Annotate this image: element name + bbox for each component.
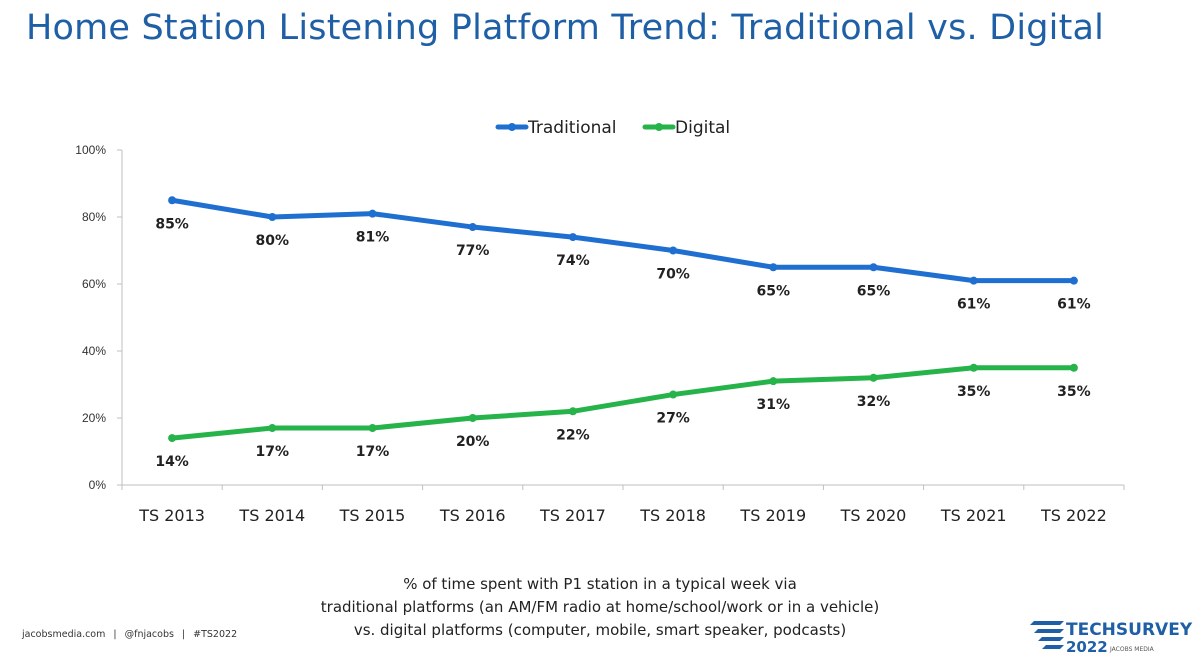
- chart-title: Home Station Listening Platform Trend: T…: [26, 8, 1105, 48]
- techsurvey-logo: TECHSURVEY 2022 JACOBS MEDIA: [1030, 620, 1193, 655]
- y-tick-label: 0%: [89, 478, 107, 492]
- data-label-traditional: 80%: [256, 233, 290, 249]
- data-label-digital: 17%: [256, 444, 290, 460]
- data-point-traditional: [669, 246, 678, 255]
- x-axis: TS 2013 TS 2014 TS 2015 TS 2016 TS 2017 TS 20…: [121, 484, 1125, 525]
- x-tick-label: TS 2018: [639, 506, 706, 525]
- x-tick-label: TS 2022: [1040, 506, 1107, 525]
- y-tick-label: 80%: [82, 210, 106, 224]
- logo-company-text: JACOBS MEDIA: [1109, 646, 1155, 653]
- credit-site: jacobsmedia.com: [22, 629, 106, 640]
- data-label-digital: 17%: [356, 444, 390, 460]
- data-label-digital: 27%: [656, 411, 690, 427]
- x-tick-label: TS 2017: [539, 506, 606, 525]
- legend: Traditional Digital: [495, 118, 730, 138]
- data-point-traditional: [1069, 276, 1078, 285]
- x-tick-label: TS 2015: [339, 506, 406, 525]
- y-tick-label: 40%: [82, 344, 106, 358]
- x-tick-label: TS 2019: [739, 506, 806, 525]
- footnote-line-1: % of time spent with P1 station in a typ…: [403, 575, 797, 593]
- footnote-line-3: vs. digital platforms (computer, mobile,…: [353, 621, 847, 639]
- data-point-digital: [1069, 363, 1078, 372]
- data-label-traditional: 85%: [155, 216, 189, 232]
- legend-marker-traditional: [508, 123, 516, 131]
- series-line-traditional: [169, 197, 1077, 284]
- legend-label-digital: Digital: [675, 118, 730, 138]
- y-axis: 0% 20% 40% 60% 80% 100%: [75, 143, 123, 492]
- data-label-traditional: 81%: [356, 230, 390, 246]
- x-tick-label: TS 2014: [238, 506, 305, 525]
- data-label-digital: 22%: [556, 427, 590, 443]
- data-label-traditional: 74%: [556, 253, 590, 269]
- series-group: 85% 80% 81% 77% 74% 70% 65% 65% 61% 61% 14% 17% 17% 2…: [155, 196, 1091, 470]
- y-tick-label: 100%: [75, 143, 106, 157]
- data-label-traditional: 70%: [656, 267, 690, 283]
- data-point-traditional: [468, 223, 477, 232]
- data-point-digital: [869, 373, 878, 382]
- y-tick-label: 60%: [82, 277, 106, 291]
- legend-label-traditional: Traditional: [527, 118, 617, 138]
- data-point-traditional: [769, 263, 778, 272]
- data-label-digital: 14%: [155, 454, 189, 470]
- data-label-digital: 32%: [857, 394, 891, 410]
- data-label-traditional: 65%: [757, 283, 791, 299]
- data-label-traditional: 61%: [957, 297, 991, 313]
- credit-handle: @fnjacobs: [124, 629, 174, 640]
- data-label-digital: 35%: [1057, 384, 1091, 400]
- y-tick-label: 20%: [82, 411, 106, 425]
- chart-footnote: % of time spent with P1 station in a typ…: [250, 573, 950, 642]
- data-label-digital: 35%: [957, 384, 991, 400]
- credits: jacobsmedia.com | @fnjacobs | #TS2022: [22, 629, 238, 640]
- data-point-digital: [769, 377, 778, 386]
- data-point-traditional: [969, 276, 978, 285]
- x-tick-label: TS 2020: [840, 506, 907, 525]
- data-point-digital: [368, 424, 377, 433]
- logo-brand-text: TECHSURVEY: [1066, 620, 1193, 640]
- data-label-digital: 31%: [757, 397, 791, 413]
- logo-year-text: 2022: [1066, 638, 1108, 655]
- data-point-digital: [568, 407, 577, 416]
- series-line-digital: [169, 365, 1077, 441]
- data-point-traditional: [869, 263, 878, 272]
- data-point-traditional: [168, 196, 177, 205]
- legend-marker-digital: [655, 123, 663, 131]
- line-chart: Traditional Digital 0% 20% 40% 60% 80% 100% TS…: [75, 118, 1125, 525]
- x-tick-label: TS 2013: [138, 506, 205, 525]
- x-tick-label: TS 2021: [940, 506, 1007, 525]
- data-label-digital: 20%: [456, 434, 490, 450]
- data-point-traditional: [568, 233, 577, 242]
- data-label-traditional: 65%: [857, 283, 891, 299]
- footnote-line-2: traditional platforms (an AM/FM radio at…: [320, 598, 880, 616]
- data-point-traditional: [268, 213, 277, 221]
- data-point-traditional: [368, 209, 377, 218]
- data-label-traditional: 77%: [456, 243, 490, 259]
- data-point-digital: [168, 434, 177, 443]
- credit-tag: #TS2022: [193, 629, 238, 640]
- data-point-digital: [669, 390, 678, 399]
- data-point-digital: [969, 363, 978, 372]
- x-tick-label: TS 2016: [439, 506, 506, 525]
- data-point-digital: [468, 414, 477, 422]
- data-label-traditional: 61%: [1057, 297, 1091, 313]
- data-point-digital: [268, 424, 277, 433]
